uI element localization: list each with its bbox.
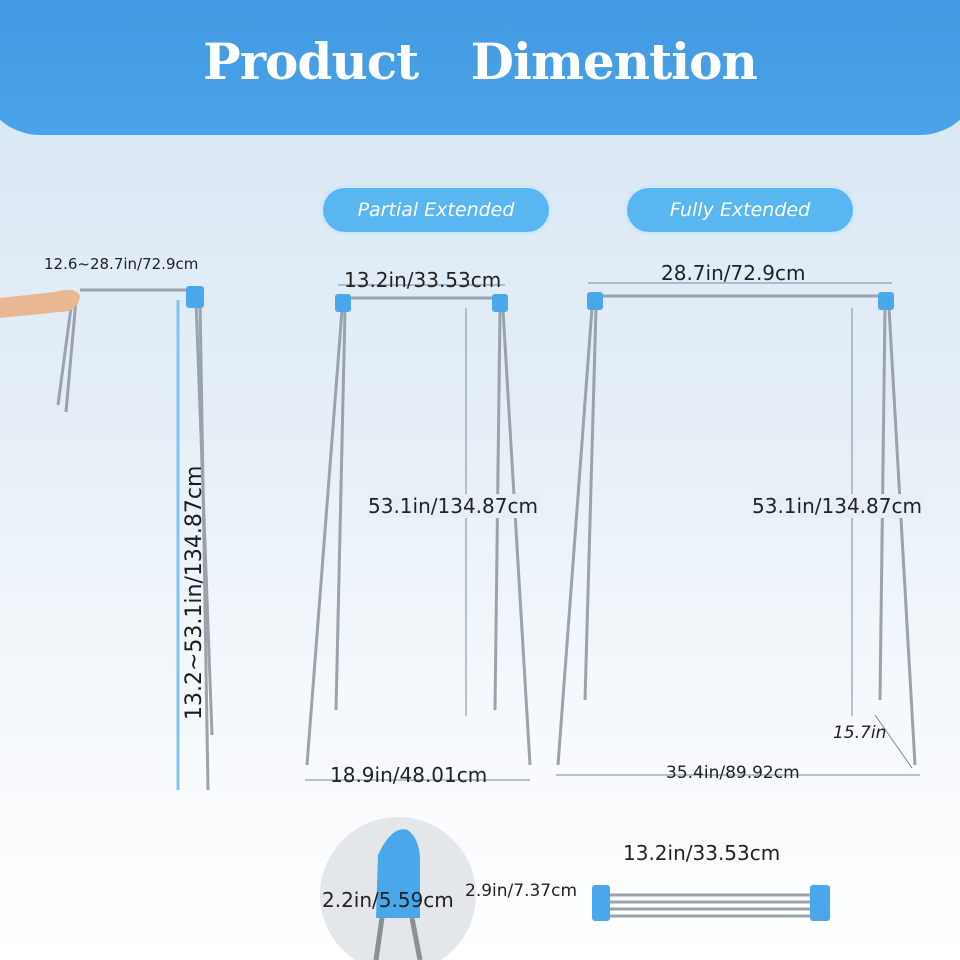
partial-top-width-label: 13.2in/33.53cm — [344, 268, 502, 292]
partial-height-label: 53.1in/134.87cm — [368, 494, 538, 518]
partial-extended-badge: Partial Extended — [323, 188, 549, 232]
fully-extended-badge: Fully Extended — [627, 188, 853, 232]
folded-length-label: 13.2in/33.53cm — [623, 841, 781, 865]
header-banner — [0, 0, 960, 135]
page-title: Product Dimention — [203, 32, 758, 91]
folded-height-label: 13.2~53.1in/134.87cm — [182, 465, 207, 720]
fully-top-width-label: 28.7in/72.9cm — [661, 261, 806, 285]
fully-depth-label: 15.7in — [833, 723, 887, 743]
fully-base-width-label: 35.4in/89.92cm — [666, 763, 800, 783]
partial-base-width-label: 18.9in/48.01cm — [330, 763, 488, 787]
cap-width-label: 2.2in/5.59cm — [322, 888, 454, 912]
folded-width-label: 12.6~28.7in/72.9cm — [44, 255, 199, 273]
cap-depth-label: 2.9in/7.37cm — [465, 881, 578, 901]
fully-height-label: 53.1in/134.87cm — [752, 494, 922, 518]
